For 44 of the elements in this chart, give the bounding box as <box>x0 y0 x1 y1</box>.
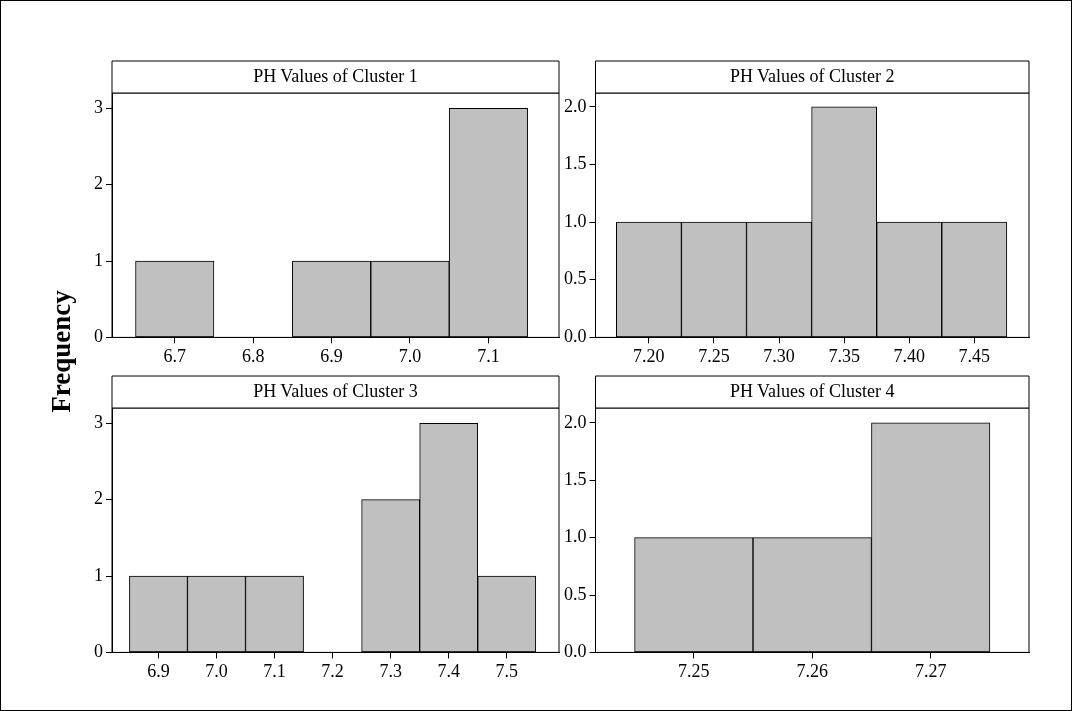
y-tick-label: 1.0 <box>564 526 587 547</box>
x-tick-label: 6.9 <box>147 660 170 681</box>
y-tick-label: 1 <box>94 249 103 270</box>
x-tick-label: 6.8 <box>241 345 265 366</box>
x-tick-label: 7.3 <box>379 660 402 681</box>
x-tick-label: 7.20 <box>633 345 665 366</box>
chart-title: PH Values of Cluster 1 <box>253 65 418 86</box>
x-tick-label: 7.26 <box>796 660 828 681</box>
x-tick-label: 6.9 <box>320 345 343 366</box>
chart-title: PH Values of Cluster 3 <box>253 380 418 401</box>
y-tick-label: 2 <box>94 173 103 194</box>
x-tick-label: 7.0 <box>398 345 422 366</box>
y-tick-label: 1.5 <box>564 469 587 490</box>
y-tick-label: 0.5 <box>564 583 587 604</box>
x-tick-label: 7.25 <box>698 345 730 366</box>
x-tick-label: 7.2 <box>321 660 344 681</box>
y-tick-label: 0.0 <box>564 326 587 347</box>
y-tick-label: 2.0 <box>564 95 587 116</box>
y-tick-label: 1.5 <box>564 153 587 174</box>
x-tick-label: 7.1 <box>477 345 500 366</box>
x-tick-label: 7.0 <box>205 660 228 681</box>
x-tick-label: 7.25 <box>678 660 710 681</box>
y-tick-label: 0 <box>94 326 103 347</box>
x-tick-label: 7.45 <box>958 345 991 366</box>
y-tick-label: 1.0 <box>564 210 587 231</box>
y-tick-label: 3 <box>94 412 103 433</box>
x-tick-label: 7.30 <box>763 345 795 366</box>
y-tick-label: 1 <box>94 564 103 585</box>
x-tick-label: 7.27 <box>914 660 947 681</box>
x-tick-label: 7.40 <box>893 345 925 366</box>
chart-title: PH Values of Cluster 2 <box>729 65 895 86</box>
x-tick-label: 6.7 <box>163 345 186 366</box>
y-tick-label: 2.0 <box>564 411 587 432</box>
y-tick-label: 0.5 <box>564 268 587 289</box>
x-tick-label: 7.4 <box>437 660 460 681</box>
x-tick-label: 7.35 <box>828 345 860 366</box>
chart-title: PH Values of Cluster 4 <box>729 380 895 401</box>
y-tick-label: 3 <box>94 97 103 118</box>
y-tick-label: 2 <box>94 488 103 509</box>
y-tick-label: 0 <box>94 641 103 662</box>
y-tick-label: 0.0 <box>564 641 587 662</box>
y-axis-title: Frequency <box>45 289 77 413</box>
x-tick-label: 7.5 <box>495 660 518 681</box>
x-tick-label: 7.1 <box>263 660 286 681</box>
